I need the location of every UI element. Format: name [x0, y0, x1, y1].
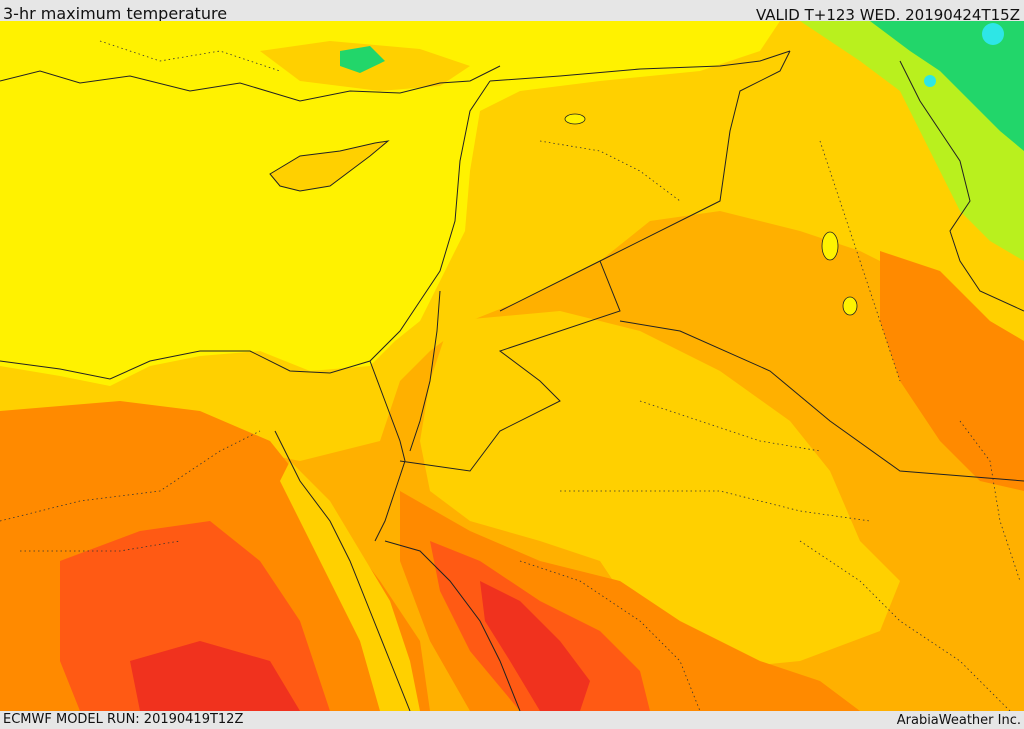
coastline-red-sea-east [384, 540, 521, 712]
map-title: 3-hr maximum temperature [3, 4, 228, 23]
lake-tharthar [821, 231, 839, 261]
footer-bar: ECMWF MODEL RUN: 20190419T12Z ArabiaWeat… [0, 711, 1024, 729]
border-jordan-valley [409, 290, 441, 452]
green-patch-small [340, 46, 385, 73]
yellow-field [0, 21, 780, 386]
valid-time-label: VALID T+123 WED. 20190424T15Z [755, 6, 1020, 24]
temperature-map[interactable] [0, 21, 1024, 712]
credit-label: ArabiaWeather Inc. [896, 713, 1021, 728]
coastline-turkey [0, 65, 501, 102]
gold-patch-turkey-2 [520, 106, 700, 181]
cyan-spot [982, 23, 1004, 45]
border-syria-iraq [489, 50, 791, 312]
lake-assad [564, 113, 586, 125]
admin-boundaries [0, 40, 1021, 712]
border-egypt-israel [369, 360, 406, 462]
cyan-spot-2 [924, 75, 936, 87]
border-iraq-iran [899, 60, 1024, 312]
border-jordan-saudi [399, 260, 621, 472]
lake-habbaniyah [842, 296, 858, 316]
orange-field-iraq [880, 251, 1024, 491]
model-run-label: ECMWF MODEL RUN: 20190419T12Z [3, 712, 244, 727]
border-iraq-saudi [619, 320, 1024, 482]
cyprus-outline [269, 140, 390, 192]
coastline-levant [0, 80, 491, 380]
header-bar: 3-hr maximum temperature VALID T+123 WED… [0, 0, 1024, 24]
coastline-red-sea-west [274, 430, 411, 712]
red-core-egypt [130, 641, 300, 711]
green-field [870, 21, 1024, 151]
coastline-gulf-aqaba [374, 460, 406, 542]
red-core-hejaz [480, 581, 590, 711]
